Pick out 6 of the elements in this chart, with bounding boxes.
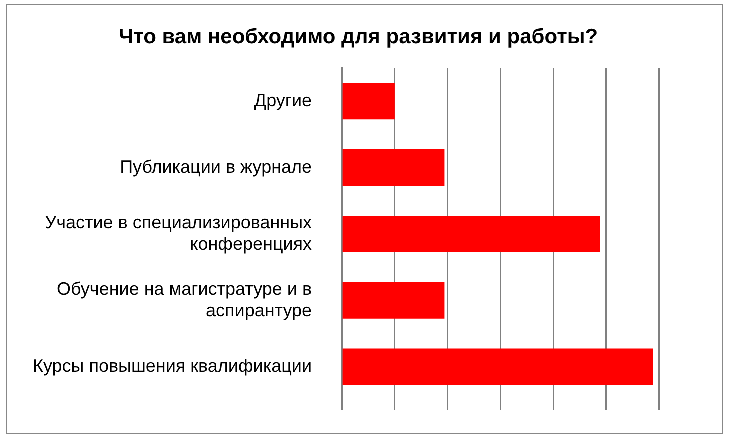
y-tick-label: Участие в специализированных конференциях bbox=[45, 212, 312, 254]
y-tick-label: Обучение на магистратуре и в аспирантуре bbox=[57, 278, 312, 320]
y-tick-label: Курсы повышения квалификации bbox=[32, 356, 312, 376]
y-tick-label: Другие bbox=[254, 90, 312, 110]
chart-title: Что вам необходимо для развития и работы? bbox=[118, 25, 598, 48]
y-tick-label: Публикации в журнале bbox=[120, 156, 312, 177]
